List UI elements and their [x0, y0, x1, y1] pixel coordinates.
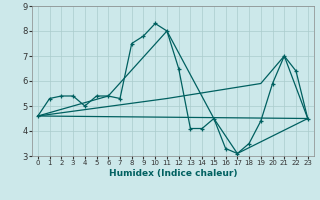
- X-axis label: Humidex (Indice chaleur): Humidex (Indice chaleur): [108, 169, 237, 178]
